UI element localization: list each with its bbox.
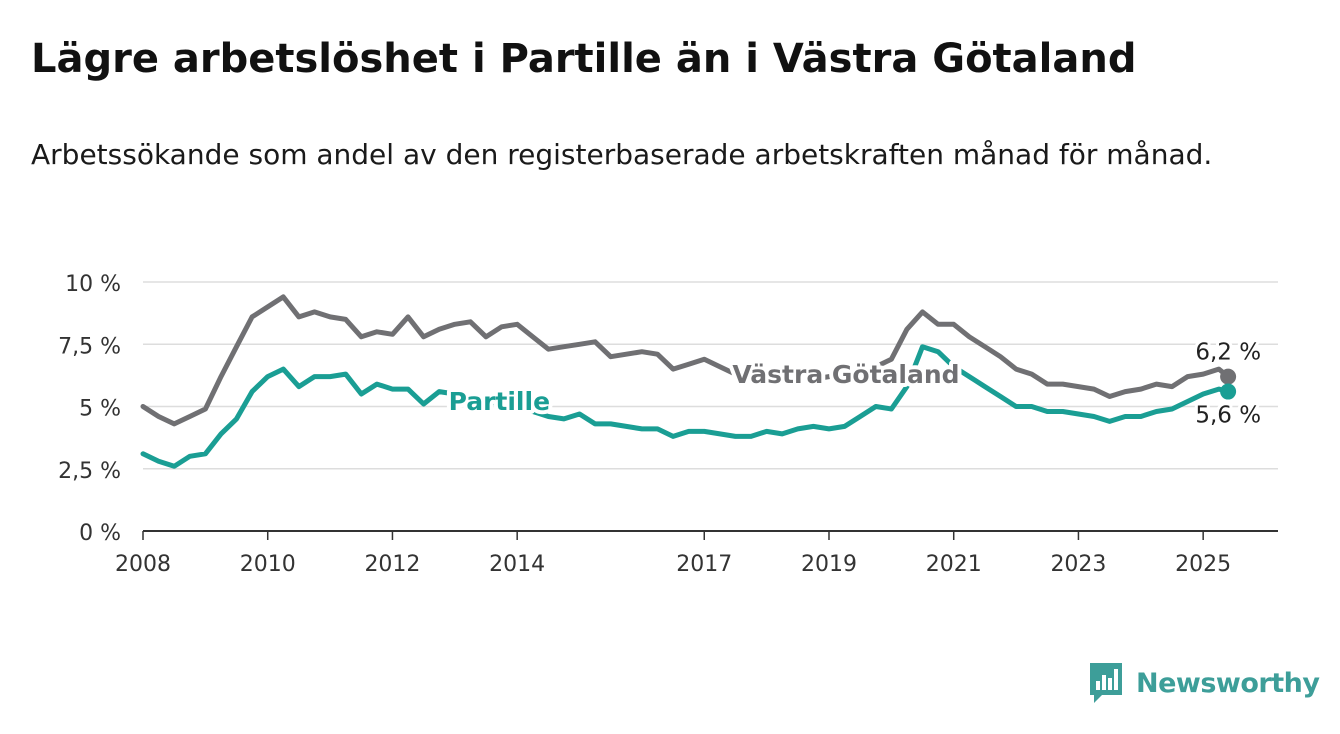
series-label-vastra-gotaland: Västra Götaland <box>732 360 959 389</box>
x-tick-label: 2021 <box>926 552 982 577</box>
x-tick-label: 2019 <box>801 552 857 577</box>
end-value-label-vastra-gotaland: 6,2 % <box>1195 340 1261 366</box>
end-point-partille <box>1220 383 1237 400</box>
brand: Newsworthy <box>1088 660 1320 706</box>
x-tick-label: 2025 <box>1175 552 1231 577</box>
series-line-vastra-gotaland <box>140 294 1231 427</box>
brand-name: Newsworthy <box>1136 667 1320 699</box>
x-tick-label: 2010 <box>240 552 296 577</box>
y-tick-label: 10 % <box>65 272 121 297</box>
x-tick-label: 2023 <box>1050 552 1106 577</box>
grid-layer <box>143 281 1278 470</box>
x-tick-label: 2008 <box>115 552 171 577</box>
chart-subtitle: Arbetssökande som andel av den registerb… <box>31 138 1213 171</box>
y-tick-label: 5 % <box>79 397 121 422</box>
y-tick-label: 0 % <box>79 521 121 546</box>
line-chart: 0 % 2,5 % 5 % 7,5 % 10 % 2008 2010 2012 2014 2017… <box>58 272 1278 577</box>
y-tick-label: 2,5 % <box>58 459 121 484</box>
x-tick-label: 2014 <box>489 552 545 577</box>
series-layer <box>140 294 1237 469</box>
end-point-vastra-gotaland <box>1220 368 1237 385</box>
end-value-label-partille: 5,6 % <box>1195 403 1261 429</box>
y-tick-label: 7,5 % <box>58 334 121 359</box>
axis-layer: 0 % 2,5 % 5 % 7,5 % 10 % 2008 2010 2012 2014 2017… <box>58 272 1278 577</box>
series-line-partille <box>140 344 1231 469</box>
x-tick-label: 2012 <box>364 552 420 577</box>
newsworthy-logo-icon <box>1090 663 1122 703</box>
series-label-partille: Partille <box>449 387 550 416</box>
chart-title: Lägre arbetslöshet i Partille än i Västr… <box>31 36 1137 82</box>
label-layer: Västra Götaland Partille 6,2 % 5,6 % <box>445 337 1265 432</box>
x-tick-label: 2017 <box>676 552 732 577</box>
